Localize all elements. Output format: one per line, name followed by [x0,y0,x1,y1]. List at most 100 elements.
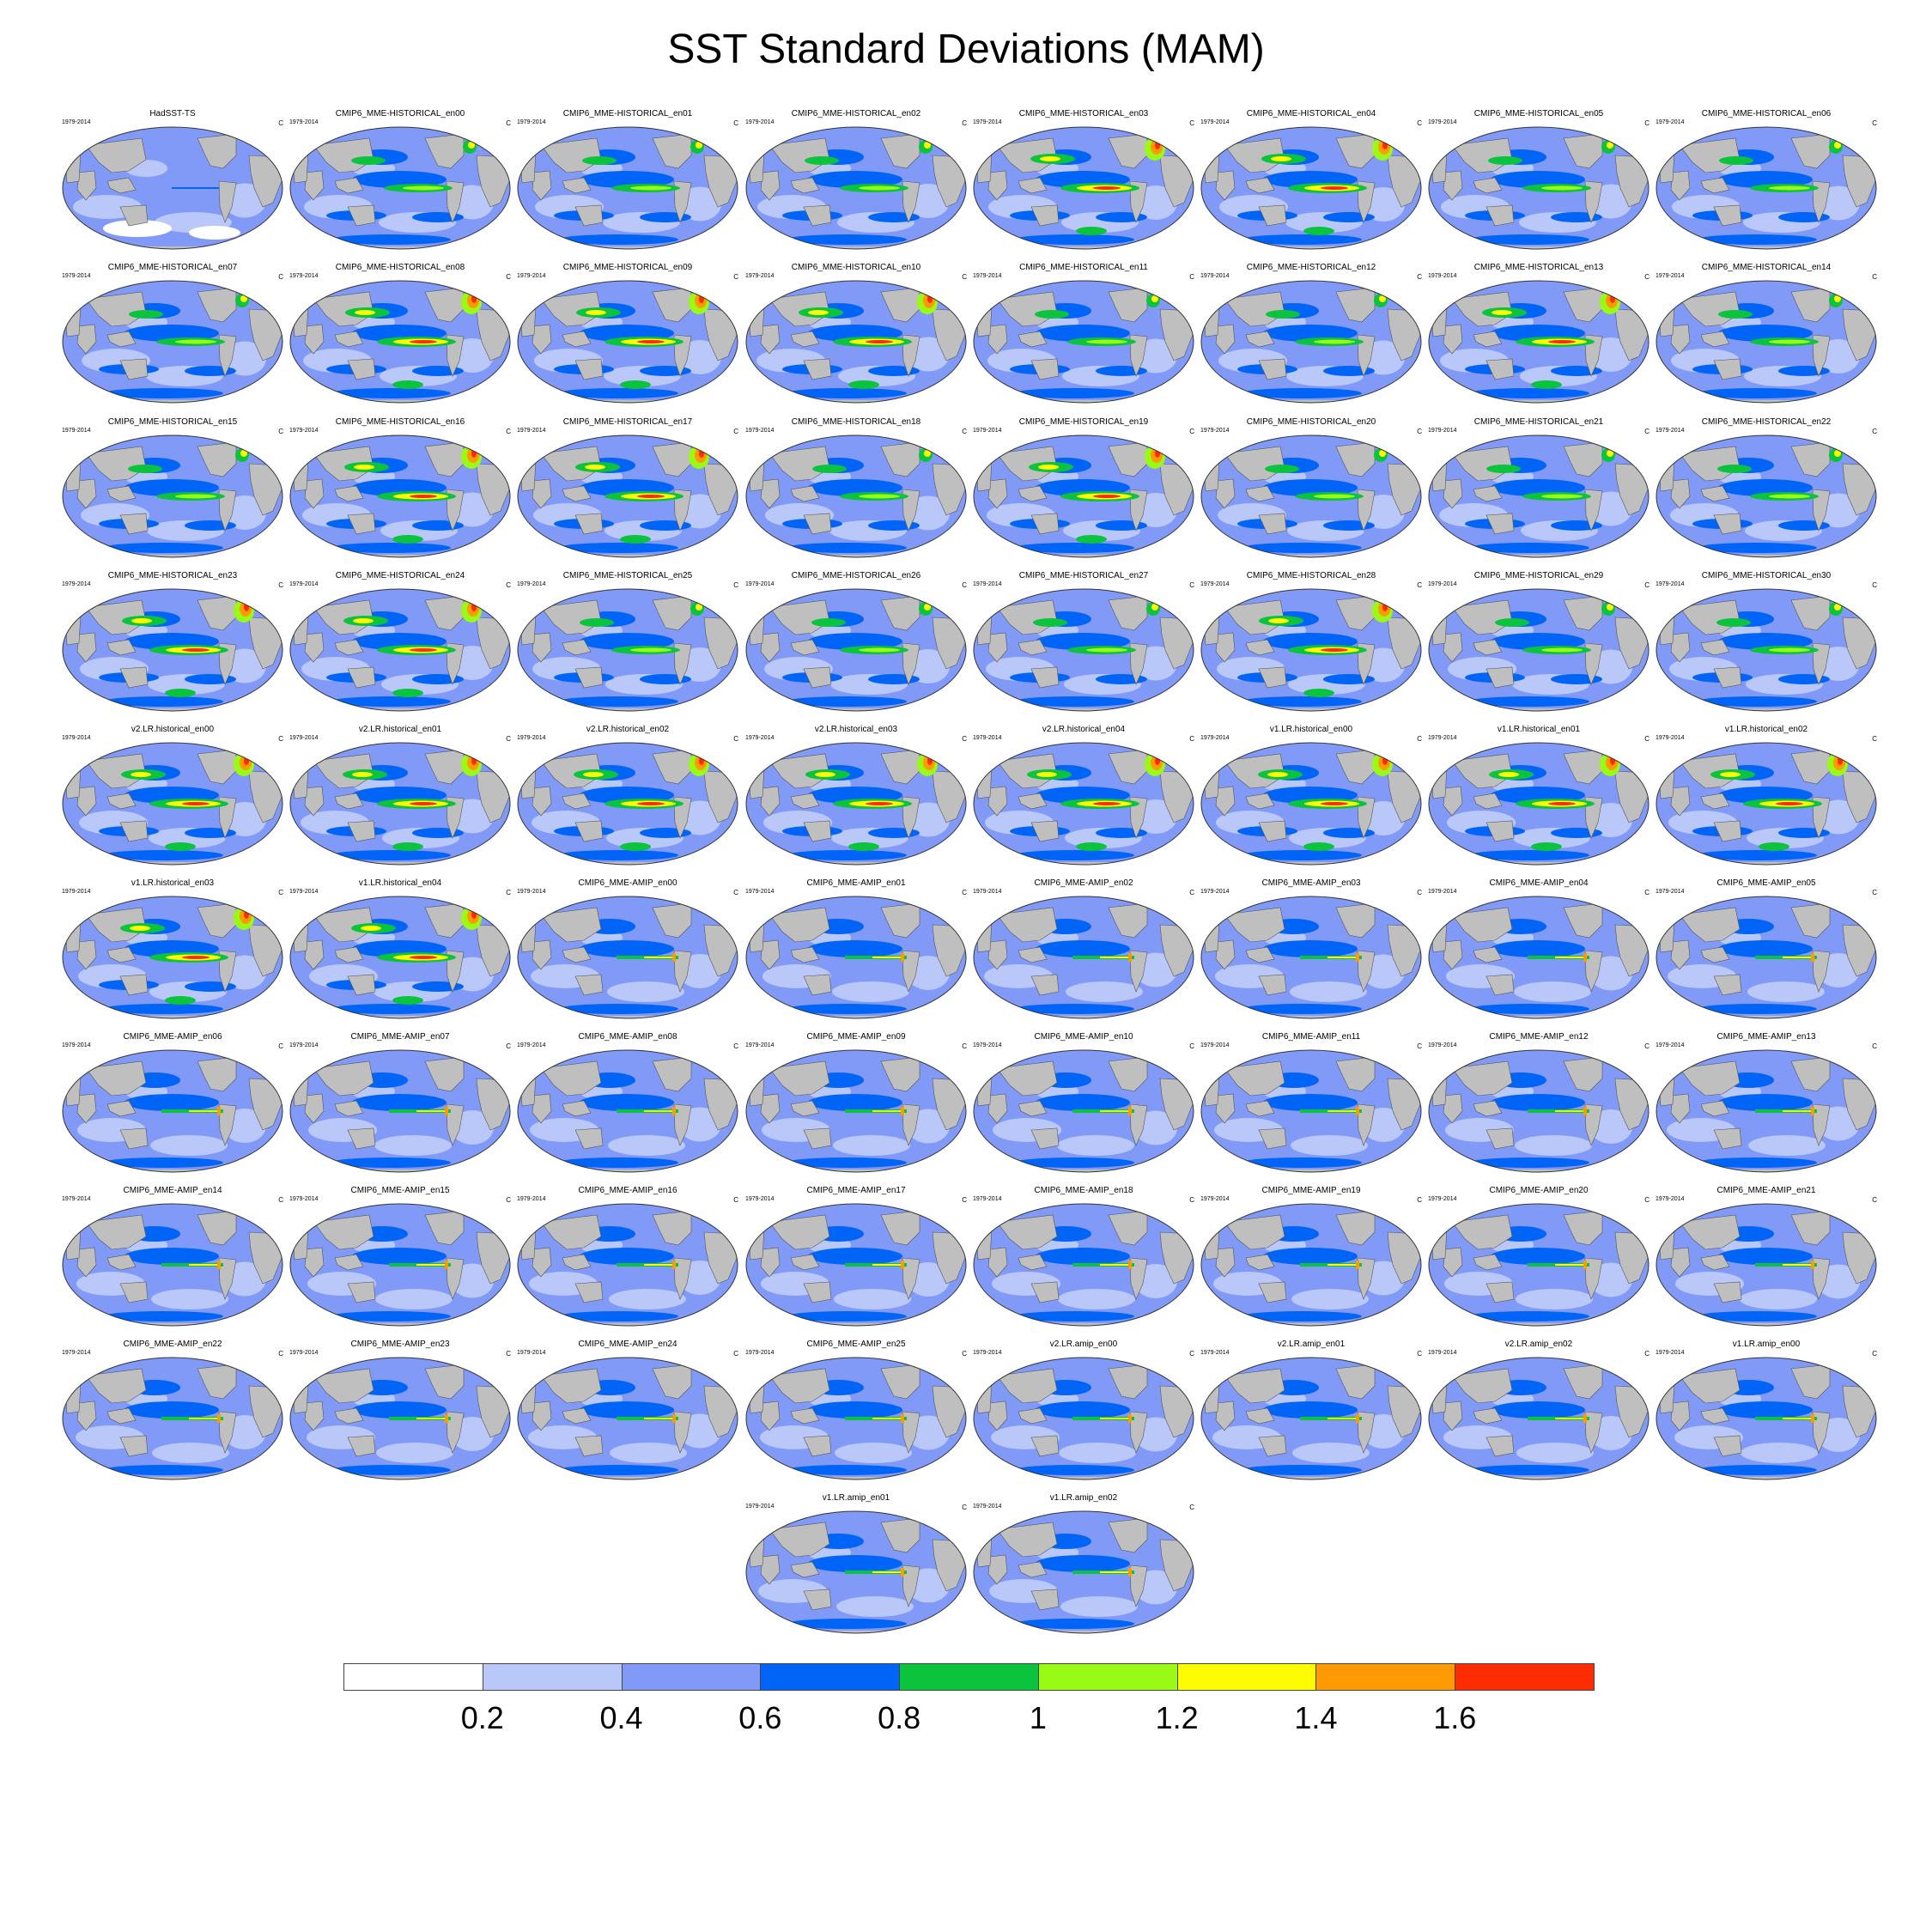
world-map [60,121,285,255]
panel-units: C [733,889,738,896]
map-panel: v1.LR.amip_en01 1979-2014 C [744,1493,969,1639]
panel-units: C [1417,119,1422,127]
panel-title: CMIP6_MME-HISTORICAL_en25 [562,571,693,580]
panel-units: C [506,1350,511,1358]
map-panel: CMIP6_MME-HISTORICAL_en18 1979-2014 C [744,417,969,563]
panel-title: CMIP6_MME-HISTORICAL_en07 [107,263,238,272]
panel-units: C [278,1042,283,1050]
map-panel: CMIP6_MME-HISTORICAL_en08 1979-2014 C [288,263,513,409]
panel-period: 1979-2014 [289,735,319,741]
panel-period: 1979-2014 [1200,1196,1230,1202]
panel-title: CMIP6_MME-HISTORICAL_en04 [1246,109,1376,118]
panel-title: CMIP6_MME-AMIP_en10 [1034,1032,1133,1042]
map-panel: CMIP6_MME-AMIP_en08 1979-2014 C [515,1032,740,1178]
world-map [971,890,1196,1024]
panel-period: 1979-2014 [289,273,319,279]
world-map [1426,1044,1651,1178]
panel-title: CMIP6_MME-AMIP_en21 [1716,1186,1816,1195]
panel-units: C [1872,735,1877,743]
map-panel: CMIP6_MME-HISTORICAL_en10 1979-2014 C [744,263,969,409]
map-panel: CMIP6_MME-AMIP_en02 1979-2014 C [971,878,1196,1024]
world-map [515,890,740,1024]
colorbar-tick-label: 1.4 [1294,1700,1338,1735]
panel-title: v1.LR.historical_en03 [131,878,215,888]
panel-units: C [506,581,511,589]
world-map [744,1198,969,1332]
map-panel: CMIP6_MME-HISTORICAL_en17 1979-2014 C [515,417,740,563]
panel-units: C [1189,428,1194,435]
colorbar [343,1663,1595,1692]
panel-period: 1979-2014 [745,735,775,741]
world-map [971,275,1196,409]
map-panel: CMIP6_MME-AMIP_en09 1979-2014 C [744,1032,969,1178]
world-map [971,583,1196,717]
world-map [1426,890,1651,1024]
panel-title: CMIP6_MME-AMIP_en24 [578,1340,677,1349]
panel-title: CMIP6_MME-HISTORICAL_en27 [1018,571,1149,580]
panel-period: 1979-2014 [745,1350,775,1356]
panel-units: C [1872,581,1877,589]
world-map [744,1044,969,1178]
panel-units: C [962,428,967,435]
world-map [1654,1352,1879,1485]
panel-title: v2.LR.historical_en02 [586,725,670,734]
panel-title: CMIP6_MME-HISTORICAL_en28 [1246,571,1376,580]
panel-title: v2.LR.amip_en01 [1277,1340,1346,1349]
panel-period: 1979-2014 [517,889,546,895]
panel-period: 1979-2014 [289,889,319,895]
map-panel: CMIP6_MME-HISTORICAL_en02 1979-2014 C [744,109,969,255]
panel-title: v1.LR.historical_en00 [1269,725,1353,734]
panel-period: 1979-2014 [62,428,91,434]
panel-period: 1979-2014 [62,273,91,279]
world-map [515,275,740,409]
map-panel: CMIP6_MME-AMIP_en22 1979-2014 C [60,1340,285,1485]
map-panel: CMIP6_MME-HISTORICAL_en11 1979-2014 C [971,263,1196,409]
world-map [60,1198,285,1332]
map-panel: CMIP6_MME-AMIP_en14 1979-2014 C [60,1186,285,1332]
panel-period: 1979-2014 [1200,273,1230,279]
world-map [288,583,513,717]
panel-units: C [1872,1350,1877,1358]
world-map [1199,890,1424,1024]
panel-units: C [1644,1196,1649,1204]
panel-units: C [1644,1350,1649,1358]
panel-units: C [1872,1196,1877,1204]
map-panel: HadSST-TS 1979-2014 C [60,109,285,255]
map-panel: CMIP6_MME-HISTORICAL_en00 1979-2014 C [288,109,513,255]
world-map [1426,1352,1651,1485]
world-map [515,1198,740,1332]
panel-title: CMIP6_MME-AMIP_en11 [1261,1032,1361,1042]
panel-units: C [506,889,511,896]
map-panel: v1.LR.historical_en02 1979-2014 C [1654,725,1879,871]
panel-title: v1.LR.historical_en01 [1497,725,1581,734]
panel-units: C [1644,1042,1649,1050]
panel-units: C [1189,273,1194,281]
panel-units: C [278,735,283,743]
colorbar-tick-label: 1.2 [1155,1700,1199,1735]
map-panel: CMIP6_MME-AMIP_en23 1979-2014 C [288,1340,513,1485]
colorbar-tick-label: 0.4 [599,1700,643,1735]
world-map [1654,583,1879,717]
panel-period: 1979-2014 [517,581,546,587]
panel-period: 1979-2014 [62,581,91,587]
panel-period: 1979-2014 [1428,581,1457,587]
panel-title: v2.LR.historical_en04 [1042,725,1126,734]
map-panel: CMIP6_MME-HISTORICAL_en25 1979-2014 C [515,571,740,717]
colorbar-box [760,1663,901,1691]
map-panel: CMIP6_MME-HISTORICAL_en24 1979-2014 C [288,571,513,717]
panel-period: 1979-2014 [745,1196,775,1202]
panel-units: C [506,273,511,281]
panel-title: CMIP6_MME-AMIP_en19 [1261,1186,1361,1195]
world-map [60,890,285,1024]
panel-title: CMIP6_MME-HISTORICAL_en12 [1246,263,1376,272]
map-panel: CMIP6_MME-HISTORICAL_en23 1979-2014 C [60,571,285,717]
map-panel: v2.LR.amip_en01 1979-2014 C [1199,1340,1424,1485]
world-map [60,1044,285,1178]
panel-title: CMIP6_MME-AMIP_en18 [1034,1186,1133,1195]
world-map [1654,275,1879,409]
panel-units: C [733,428,738,435]
colorbar-box [1037,1663,1178,1691]
map-panel: v1.LR.historical_en03 1979-2014 C [60,878,285,1024]
panel-units: C [1644,889,1649,896]
panel-period: 1979-2014 [973,1042,1002,1048]
